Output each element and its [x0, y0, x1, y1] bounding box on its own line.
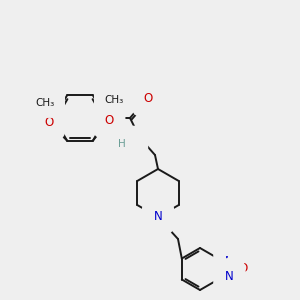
Text: H: H — [118, 139, 126, 149]
Text: O: O — [239, 262, 248, 275]
Text: O: O — [143, 92, 153, 106]
Text: N: N — [225, 270, 234, 283]
Text: CH₃: CH₃ — [104, 94, 124, 104]
Text: CH₃: CH₃ — [35, 98, 55, 107]
Text: N: N — [128, 137, 136, 151]
Text: O: O — [104, 114, 114, 127]
Text: N: N — [154, 211, 162, 224]
Text: O: O — [44, 116, 54, 129]
Text: N: N — [225, 255, 234, 268]
